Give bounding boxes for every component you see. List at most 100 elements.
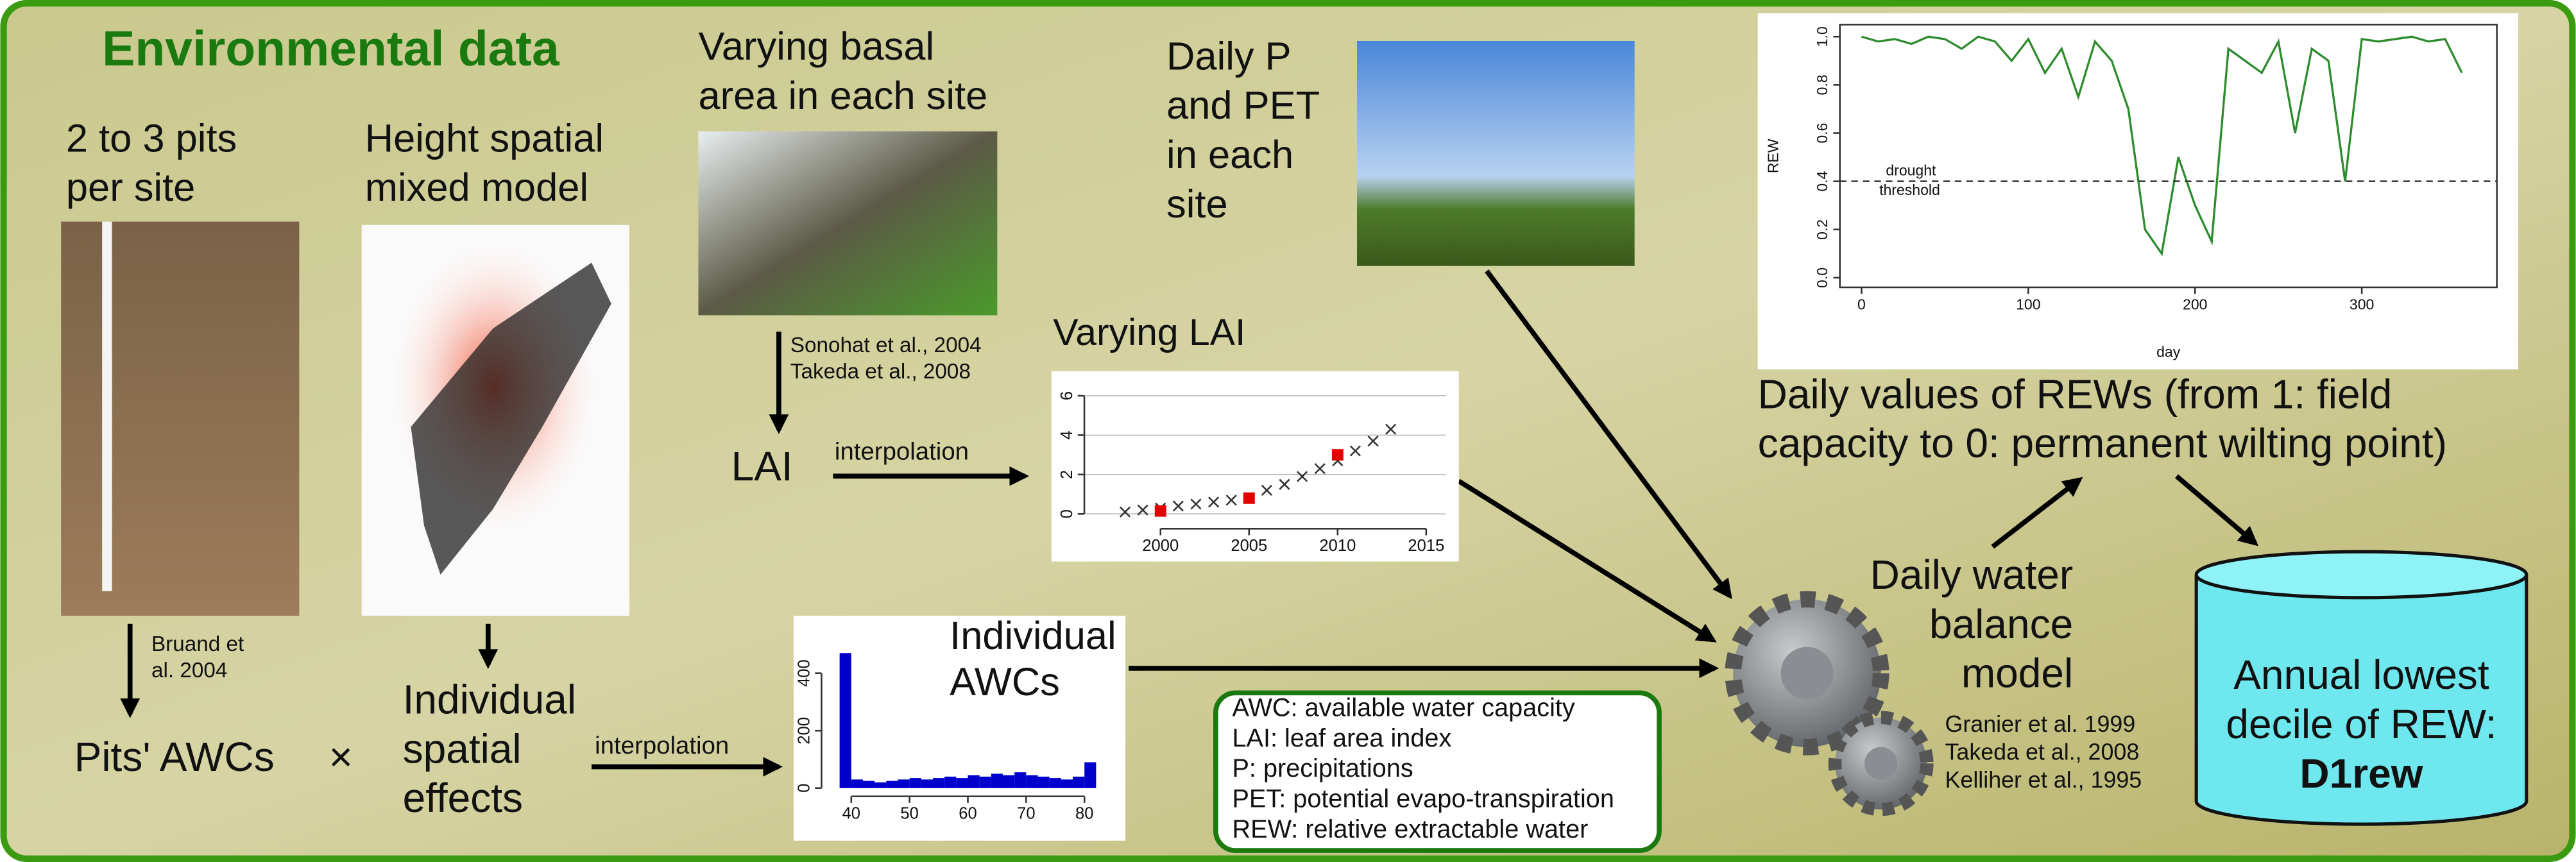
bar (851, 779, 863, 788)
axis-label: REW (1764, 139, 1781, 173)
bar (968, 775, 980, 788)
point (1243, 492, 1255, 504)
reference: Takeda et al., 2008 (1945, 739, 2140, 765)
reference: Granier et al. 1999 (1945, 711, 2136, 737)
x-tick-label: 2000 (1142, 537, 1179, 555)
y-tick-label: 2 (1058, 470, 1076, 479)
y-tick-label: 4 (1058, 430, 1076, 439)
x-tick-label: 40 (842, 805, 860, 823)
annotation: drought (1886, 162, 1936, 178)
bar (1003, 775, 1015, 788)
bar (979, 776, 991, 788)
point (1279, 478, 1290, 490)
reference: Sonohat et al., 2004 (790, 334, 982, 357)
glossary-entry: REW: relative extractable water (1232, 815, 1588, 843)
arrow-label: interpolation (595, 732, 729, 759)
point (1208, 496, 1220, 508)
output-label: D1rew (2299, 750, 2423, 797)
point (1172, 500, 1184, 512)
x-tick-label: 50 (900, 805, 918, 823)
map-sites (411, 262, 611, 575)
point (1367, 435, 1379, 447)
bar (991, 773, 1003, 788)
label: Individual (403, 677, 576, 723)
x-tick-label: 200 (2183, 296, 2207, 312)
label: balance (1929, 601, 2073, 647)
y-tick-label: 0.8 (1814, 74, 1830, 95)
reference: Bruand et (151, 632, 244, 656)
glossary-entry: PET: potential evapo-transpiration (1232, 784, 1614, 813)
point (1225, 494, 1237, 506)
x-tick-label: 70 (1017, 805, 1035, 823)
x-tick-label: 80 (1075, 805, 1093, 823)
label: AWCs (950, 660, 1060, 704)
annotation: threshold (1879, 182, 1940, 198)
bar (921, 779, 933, 788)
gear-icon (1725, 591, 1934, 816)
x-tick-label: 300 (2350, 296, 2374, 312)
bar (886, 781, 898, 788)
y-tick-label: 0.6 (1814, 123, 1830, 143)
y-tick-label: 0 (1058, 509, 1076, 518)
rew-chart-bg (1757, 13, 2518, 370)
x-tick-label: 0 (1857, 296, 1866, 312)
reference: al. 2004 (151, 659, 227, 682)
bar (898, 779, 910, 788)
plot-frame (1839, 24, 2498, 289)
label: Pits' AWCs (74, 734, 275, 780)
y-tick-label: 0.0 (1814, 267, 1830, 288)
label: Height spatial (365, 116, 604, 160)
caption: Daily values of REWs (from 1: field (1758, 371, 2393, 417)
arrow (1457, 478, 1717, 643)
glossary-entry: P: precipitations (1232, 754, 1413, 782)
x-tick-label: 2015 (1408, 537, 1444, 555)
point (1119, 506, 1131, 518)
lai-chart-bg (1051, 371, 1459, 562)
output-label: decile of REW: (2226, 701, 2496, 747)
y-tick-label: 6 (1058, 391, 1076, 400)
label: site (1166, 182, 1228, 226)
bar (1049, 778, 1061, 788)
point (1331, 449, 1343, 461)
label: Varying basal (698, 24, 934, 69)
point (1190, 498, 1202, 510)
y-tick-label: 0 (796, 784, 814, 793)
x-tick-label: 60 (959, 805, 977, 823)
bar (909, 778, 921, 788)
bar (944, 776, 957, 788)
ruler (102, 221, 112, 591)
x-tick-label: 100 (2016, 296, 2040, 312)
point (1137, 504, 1148, 516)
point (1385, 423, 1397, 435)
sky-photo (1357, 41, 1635, 266)
label: Daily water (1870, 552, 2074, 598)
cylinder (2194, 550, 2529, 826)
bar (839, 653, 851, 788)
bar (1037, 776, 1050, 788)
arrow (1991, 477, 2083, 549)
label: area in each site (698, 74, 987, 118)
y-tick-label: 200 (796, 717, 814, 745)
reference: Kelliher et al., 1995 (1945, 767, 2142, 793)
rew-line (1861, 35, 2463, 257)
glossary-entry: LAI: leaf area index (1232, 724, 1451, 752)
bar (1073, 776, 1085, 788)
bar (1026, 775, 1038, 788)
soil-photo (61, 221, 300, 616)
label: in each (1166, 133, 1293, 177)
label: per site (66, 165, 195, 210)
label: model (1961, 650, 2073, 697)
x-tick-label: 2005 (1231, 537, 1267, 555)
arrow (1485, 269, 1732, 600)
label: effects (403, 775, 523, 821)
label: 2 to 3 pits (66, 116, 237, 160)
label: Individual (950, 614, 1116, 658)
y-tick-label: 0.2 (1814, 219, 1830, 240)
bar (1084, 762, 1096, 788)
output-label: Annual lowest (2233, 652, 2489, 698)
point (1314, 463, 1326, 475)
glossary-box (1213, 690, 1662, 853)
label: and PET (1166, 83, 1320, 128)
point (1349, 445, 1361, 457)
